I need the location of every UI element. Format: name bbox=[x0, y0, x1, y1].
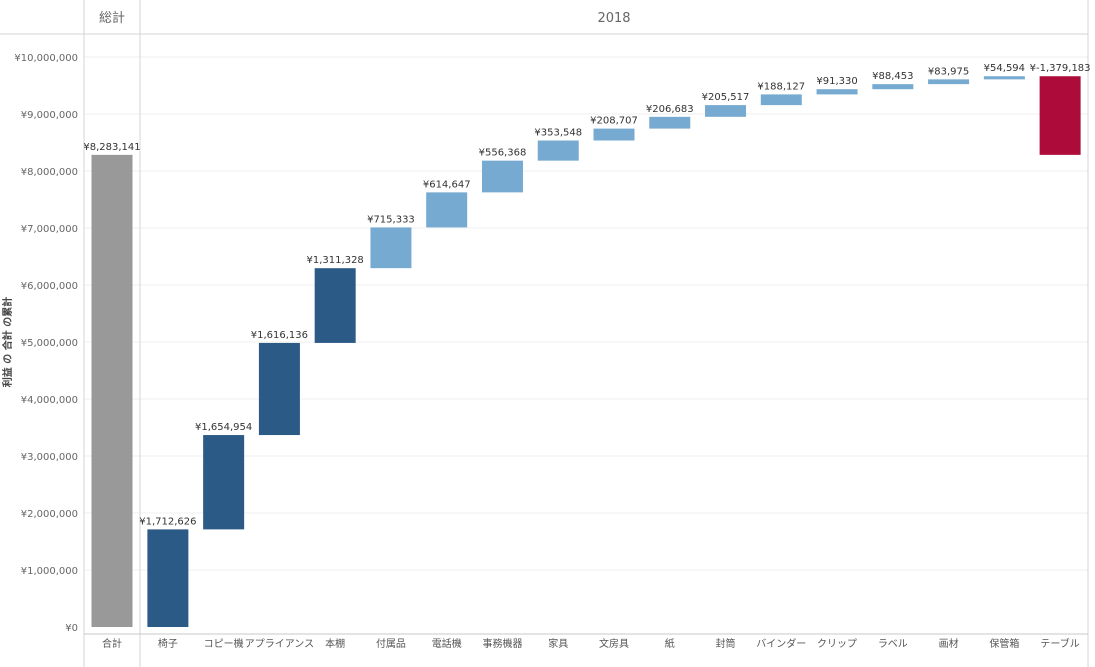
gridlines bbox=[84, 56, 1088, 571]
data-labels: ¥8,283,141 ¥1,712,626 ¥1,654,954 ¥1,616,136… bbox=[83, 63, 1090, 527]
data-label: ¥353,548 bbox=[534, 128, 582, 139]
data-label: ¥1,311,328 bbox=[307, 255, 364, 266]
bar-11 bbox=[705, 105, 747, 117]
data-label: ¥715,333 bbox=[367, 214, 415, 225]
data-label: ¥1,654,954 bbox=[195, 422, 252, 433]
bar-1 bbox=[147, 529, 189, 627]
data-label: ¥88,453 bbox=[872, 71, 913, 82]
bar-13 bbox=[816, 89, 858, 95]
y-tick-label: ¥8,000,000 bbox=[21, 167, 78, 178]
bars bbox=[91, 76, 1081, 627]
data-label: ¥83,975 bbox=[928, 66, 969, 77]
category-label: ラベル bbox=[878, 638, 908, 650]
category-label: 文房具 bbox=[599, 637, 629, 650]
bar-10 bbox=[649, 116, 691, 129]
y-tick-label: ¥9,000,000 bbox=[21, 110, 78, 121]
category-label: 本棚 bbox=[325, 637, 345, 650]
category-label: バインダー bbox=[756, 637, 806, 650]
bar-15 bbox=[928, 79, 970, 85]
y-tick-label: ¥0 bbox=[65, 623, 78, 634]
category-label: 画材 bbox=[939, 637, 959, 650]
data-label: ¥-1,379,183 bbox=[1030, 63, 1091, 74]
bar-12 bbox=[760, 94, 802, 106]
category-label: 事務機器 bbox=[482, 637, 522, 650]
y-tick-label: ¥10,000,000 bbox=[14, 53, 78, 64]
y-tick-label: ¥5,000,000 bbox=[21, 338, 78, 349]
y-axis-label: 利益 の 合計 の累計 bbox=[1, 297, 14, 387]
bar-16 bbox=[983, 76, 1025, 80]
y-tick-label: ¥1,000,000 bbox=[21, 566, 78, 577]
category-label: 椅子 bbox=[158, 637, 178, 650]
bar-8 bbox=[537, 140, 579, 161]
category-label: 付属品 bbox=[376, 637, 406, 650]
category-label: 封筒 bbox=[716, 637, 736, 650]
bar-2 bbox=[203, 435, 245, 530]
bar-9 bbox=[593, 128, 635, 141]
data-label: ¥1,712,626 bbox=[139, 516, 196, 527]
data-label: ¥205,517 bbox=[702, 92, 750, 103]
category-label: コピー機 bbox=[204, 637, 244, 650]
data-label: ¥54,594 bbox=[984, 63, 1025, 74]
bar-14 bbox=[872, 84, 914, 90]
y-tick-label: ¥3,000,000 bbox=[21, 452, 78, 463]
data-label: ¥1,616,136 bbox=[251, 330, 308, 341]
data-label: ¥188,127 bbox=[757, 81, 805, 92]
category-label: 家具 bbox=[548, 637, 568, 650]
data-label-total: ¥8,283,141 bbox=[83, 142, 140, 153]
y-tick-label: ¥6,000,000 bbox=[21, 281, 78, 292]
bar-5 bbox=[370, 227, 412, 269]
bar-total bbox=[91, 154, 133, 627]
category-label: 紙 bbox=[665, 637, 675, 650]
data-label: ¥208,707 bbox=[590, 116, 638, 127]
category-label: 電話機 bbox=[432, 637, 462, 650]
header-total: 総計 bbox=[99, 10, 125, 26]
bar-4 bbox=[314, 268, 356, 343]
data-label: ¥91,330 bbox=[816, 76, 857, 87]
y-tick-label: ¥7,000,000 bbox=[21, 224, 78, 235]
category-label-total: 合計 bbox=[102, 637, 122, 650]
category-label: アプライアンス bbox=[245, 638, 314, 650]
data-label: ¥206,683 bbox=[646, 104, 694, 115]
category-label: クリップ bbox=[817, 638, 857, 650]
bar-6 bbox=[426, 192, 468, 228]
category-label: 保管箱 bbox=[989, 637, 1019, 650]
category-labels: 合計 椅子 コピー機 アプライアンス 本棚 付属品 電話機 事務機器 家具 文房具 紙 封筒 バインダー… bbox=[102, 637, 1080, 650]
y-axis-ticks: ¥0 ¥1,000,000 ¥2,000,000 ¥3,000,000 ¥4,000,0… bbox=[14, 53, 78, 634]
data-label: ¥556,368 bbox=[479, 148, 527, 159]
y-tick-label: ¥4,000,000 bbox=[21, 395, 78, 406]
data-label: ¥614,647 bbox=[423, 179, 471, 190]
header-year: 2018 bbox=[597, 11, 630, 26]
category-label: テーブル bbox=[1040, 637, 1079, 650]
bar-3 bbox=[258, 342, 300, 436]
bar-7 bbox=[481, 160, 523, 193]
y-tick-label: ¥2,000,000 bbox=[21, 509, 78, 520]
bar-17 bbox=[1039, 76, 1081, 155]
